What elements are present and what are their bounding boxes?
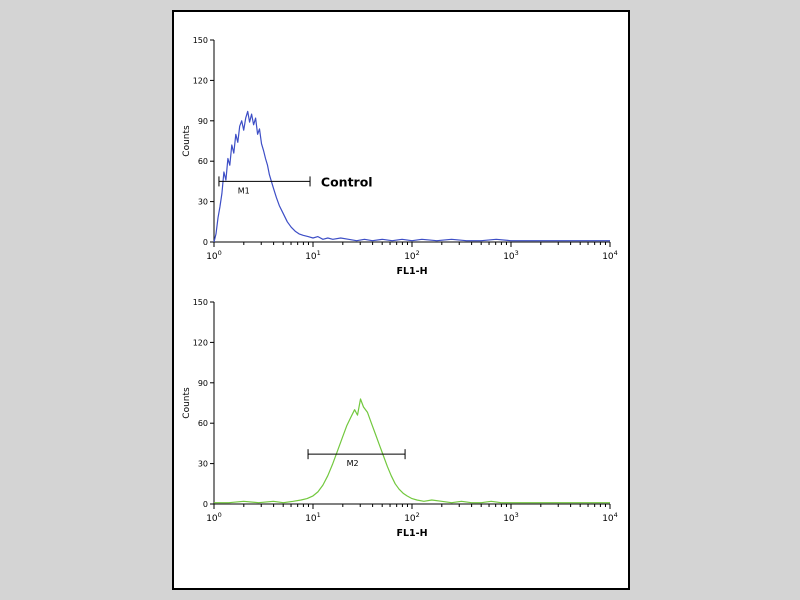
- x-tick-label: 100: [206, 511, 222, 524]
- x-axis-title: FL1-H: [396, 528, 427, 539]
- y-tick-label: 90: [198, 117, 208, 126]
- x-tick-label: 101: [305, 511, 321, 524]
- gate-marker: [307, 449, 406, 460]
- y-axis-title: Counts: [182, 125, 192, 157]
- x-tick-label: 100: [206, 249, 222, 262]
- x-tick-label: 103: [503, 249, 519, 262]
- histogram-curve: [213, 110, 610, 243]
- y-tick-label: 30: [198, 198, 208, 207]
- gate-marker-label: M2: [347, 459, 359, 468]
- y-tick-label: 90: [198, 379, 208, 388]
- control-histogram-chart: 0 30 60 90 120 150 100 101 102 103 104 FL1-H Counts M…: [182, 36, 618, 277]
- axes: [210, 301, 611, 509]
- m2-histogram-chart: 0 30 60 90 120 150 100 101 102 103 104 FL1-H Counts M…: [182, 298, 618, 539]
- figure-panel: 0 30 60 90 120 150 100 101 102 103 104 FL1-H Counts M…: [172, 10, 630, 590]
- y-tick-label: 60: [198, 157, 208, 166]
- y-tick-label: 120: [193, 338, 208, 347]
- gate-marker: [218, 176, 311, 187]
- x-tick-label: 101: [305, 249, 321, 262]
- annotation-text: Control: [321, 175, 373, 190]
- x-axis-title: FL1-H: [396, 266, 427, 277]
- axes: [210, 39, 611, 247]
- x-tick-label: 104: [602, 249, 618, 262]
- y-tick-label: 120: [193, 76, 208, 85]
- y-tick-label: 150: [193, 36, 208, 45]
- x-tick-label: 103: [503, 511, 519, 524]
- x-tick-label: 104: [602, 511, 618, 524]
- x-tick-label: 102: [404, 511, 420, 524]
- x-tick-label: 102: [404, 249, 420, 262]
- y-tick-label: 30: [198, 460, 208, 469]
- y-axis-title: Counts: [182, 387, 192, 419]
- y-tick-label: 0: [203, 238, 208, 247]
- y-tick-label: 60: [198, 419, 208, 428]
- y-tick-label: 150: [193, 298, 208, 307]
- histogram-curve: [214, 398, 610, 504]
- y-tick-label: 0: [203, 500, 208, 509]
- gate-marker-label: M1: [238, 186, 250, 195]
